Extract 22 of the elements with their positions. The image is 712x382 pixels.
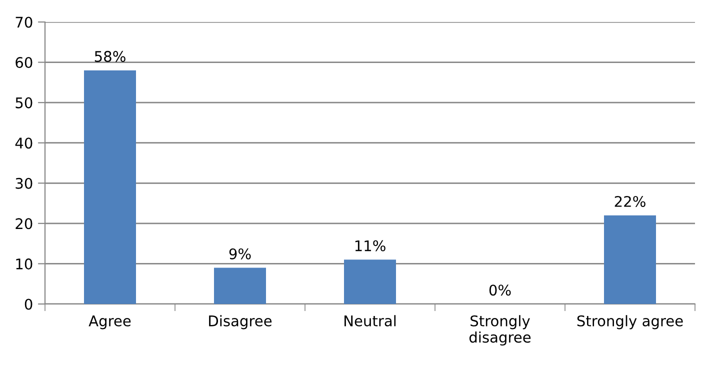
data-label: 22%	[614, 196, 646, 207]
bar	[604, 215, 656, 304]
bar	[214, 268, 266, 304]
y-tick-label: 50	[16, 97, 32, 108]
data-label: 9%	[229, 248, 251, 260]
y-tick-label: 70	[16, 16, 32, 28]
y-tick-label: 40	[15, 138, 32, 149]
bar	[84, 70, 136, 304]
data-label: 0%	[489, 284, 511, 296]
y-tick-label: 20	[16, 218, 32, 230]
x-tick-label: Disagree	[209, 315, 272, 330]
x-tick-label: Strongly disagree	[469, 315, 531, 346]
x-tick-label: Agree	[88, 316, 131, 330]
y-tick-label: 30	[16, 178, 32, 189]
y-tick-label: 60	[16, 57, 32, 68]
x-tick-label: Strongly agree	[577, 315, 683, 330]
y-tick-label: 0	[24, 298, 32, 310]
x-tick-label: Neutral	[344, 315, 396, 326]
data-label: 11%	[355, 240, 386, 252]
data-label: 58%	[94, 50, 126, 62]
bar	[344, 260, 396, 304]
y-tick-label: 10	[16, 258, 32, 270]
